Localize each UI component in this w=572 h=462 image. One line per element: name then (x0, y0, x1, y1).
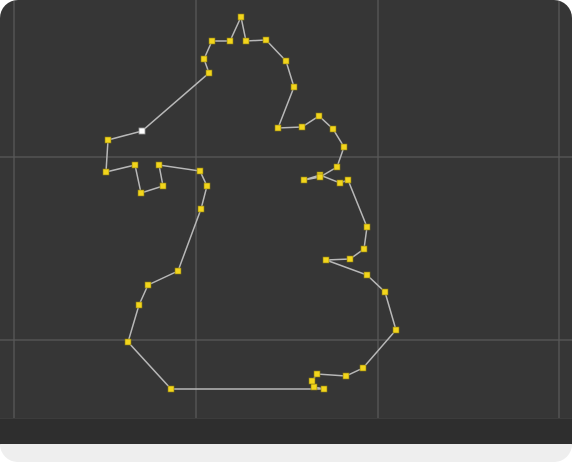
vertex-handle[interactable] (363, 271, 371, 279)
grid (0, 0, 572, 418)
vertex-handle[interactable] (381, 288, 389, 296)
vertex-handle[interactable] (300, 176, 308, 184)
vertex-handle[interactable] (313, 370, 321, 378)
vertex-handle[interactable] (310, 383, 318, 391)
vertex-handle[interactable] (329, 125, 337, 133)
vertex-handle[interactable] (346, 255, 354, 263)
vertex-handle[interactable] (359, 364, 367, 372)
vertex-handle[interactable] (155, 161, 163, 169)
vertex-handle[interactable] (124, 338, 132, 346)
vertex-handle[interactable] (316, 173, 324, 181)
vertex-handle[interactable] (102, 168, 110, 176)
vertex-handle[interactable] (308, 377, 316, 385)
vertex-handle[interactable] (282, 57, 290, 65)
vertex-handle[interactable] (360, 245, 368, 253)
vertex-handle[interactable] (226, 37, 234, 45)
vertex-handle[interactable] (196, 167, 204, 175)
polygon-outline[interactable] (105, 14, 397, 390)
vertex-handle[interactable] (137, 189, 145, 197)
vertex-handle[interactable] (174, 267, 182, 275)
vertex-handle[interactable] (333, 163, 341, 171)
vertex-handle[interactable] (208, 37, 216, 45)
vertex-handle[interactable] (392, 326, 400, 334)
polygon-canvas[interactable] (0, 0, 572, 418)
vertex-handle[interactable] (315, 112, 323, 120)
vertex-handle[interactable] (131, 161, 139, 169)
vertex-handle[interactable] (203, 182, 211, 190)
vertex-handle[interactable] (104, 136, 112, 144)
status-strip (0, 444, 572, 462)
vertex-handle[interactable] (167, 385, 175, 393)
vertex-handle[interactable] (322, 256, 330, 264)
bottom-toolbar (0, 418, 572, 445)
vertex-handle[interactable] (242, 37, 250, 45)
editor-viewport[interactable] (0, 0, 572, 418)
vertex-handle[interactable] (262, 36, 270, 44)
polygon-vertices[interactable] (102, 13, 400, 393)
selected-vertex-handle[interactable] (138, 127, 146, 135)
vertex-handle[interactable] (197, 205, 205, 213)
vertex-handle[interactable] (159, 182, 167, 190)
vertex-handle[interactable] (290, 83, 298, 91)
vertex-handle[interactable] (363, 223, 371, 231)
vertex-handle[interactable] (274, 124, 282, 132)
vertex-handle[interactable] (342, 372, 350, 380)
vertex-handle[interactable] (135, 301, 143, 309)
vertex-handle[interactable] (298, 123, 306, 131)
vertex-handle[interactable] (336, 179, 344, 187)
vertex-handle[interactable] (320, 385, 328, 393)
vertex-handle[interactable] (237, 13, 245, 21)
vertex-handle[interactable] (205, 69, 213, 77)
vertex-handle[interactable] (340, 143, 348, 151)
vertex-handle[interactable] (200, 55, 208, 63)
vertex-handle[interactable] (344, 176, 352, 184)
vertex-handle[interactable] (144, 281, 152, 289)
